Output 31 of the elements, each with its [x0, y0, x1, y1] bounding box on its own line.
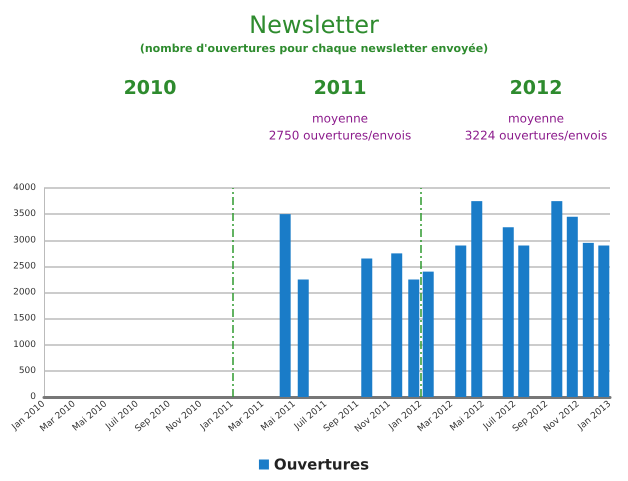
bar: [298, 279, 309, 397]
bar: [551, 201, 562, 397]
bar: [582, 242, 594, 397]
y-tick-label: 4000: [13, 183, 36, 193]
text: 2010: [124, 77, 176, 99]
y-tick-label: 3000: [13, 235, 36, 246]
text: moyenne 3224 ouvertures/envois: [464, 112, 608, 142]
y-tick-label: 2000: [13, 288, 36, 298]
bar: [566, 216, 578, 397]
text: moyenne 2750 ouvertures/envois: [268, 112, 412, 142]
bar: [361, 258, 372, 397]
bar: [408, 279, 420, 397]
y-tick-label: 1000: [13, 340, 36, 350]
bar: [455, 245, 466, 397]
chart-subtitle: (nombre d'ouvertures pour chaque newsletter envoyée): [140, 42, 488, 55]
bar: [391, 253, 402, 397]
bar: [502, 227, 514, 397]
y-tick-label: 1500: [13, 314, 36, 324]
bar: [280, 214, 291, 397]
y-tick-label: 500: [18, 366, 36, 376]
bar: [471, 201, 482, 397]
text: 2012: [510, 77, 562, 99]
text: 2011: [314, 77, 366, 99]
y-tick-label: 0: [30, 392, 36, 402]
bar: [422, 272, 434, 397]
chart-title: Newsletter: [249, 11, 379, 39]
y-tick-label: 3500: [13, 209, 36, 220]
bar: [598, 245, 610, 397]
legend-label: Ouvertures: [274, 456, 370, 474]
y-tick-label: 2500: [13, 261, 36, 272]
bar: [518, 245, 530, 397]
